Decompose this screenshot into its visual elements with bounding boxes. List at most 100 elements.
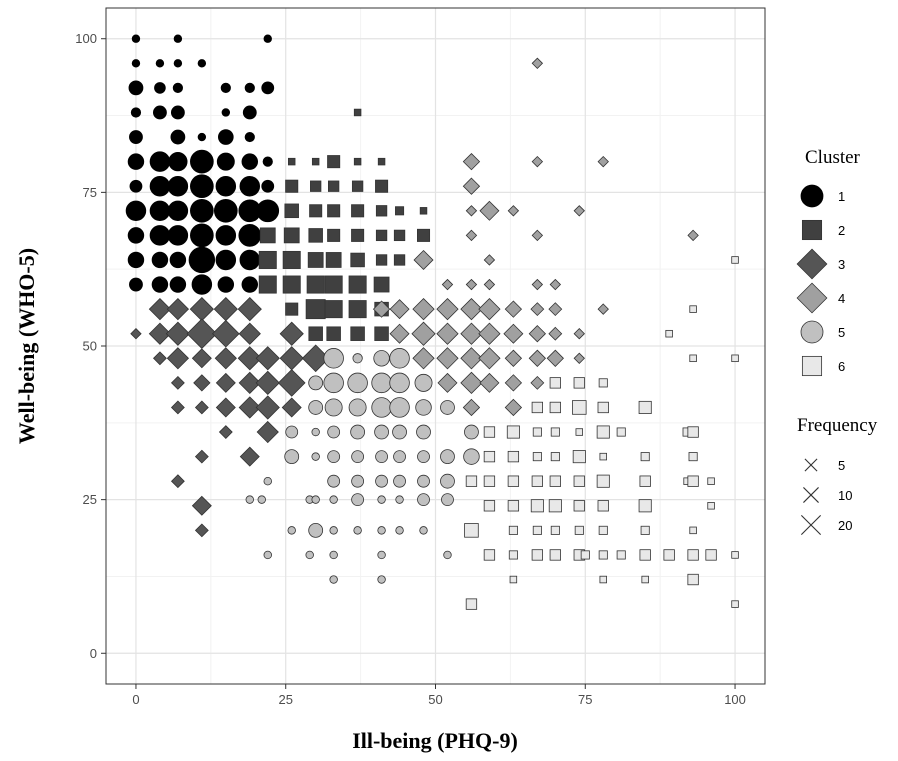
data-point — [129, 179, 143, 193]
data-point — [353, 108, 362, 117]
data-point — [597, 303, 609, 315]
data-point — [687, 229, 699, 242]
data-point — [504, 300, 523, 318]
data-point — [483, 426, 496, 438]
data-point — [393, 254, 406, 266]
data-point — [238, 371, 261, 394]
data-point — [324, 300, 343, 319]
data-point — [237, 297, 262, 322]
legend-item-label: 6 — [838, 359, 845, 374]
data-point — [311, 495, 320, 504]
data-point — [436, 322, 459, 345]
data-point — [372, 300, 391, 318]
data-point — [528, 349, 547, 367]
data-point — [155, 59, 165, 68]
data-point — [216, 152, 235, 171]
data-point — [351, 450, 365, 464]
data-point — [170, 400, 185, 415]
data-point — [308, 375, 324, 391]
data-point — [599, 575, 607, 584]
data-point — [188, 246, 216, 274]
data-point — [239, 446, 260, 467]
data-point — [350, 326, 365, 341]
data-point — [191, 348, 212, 369]
data-point — [550, 525, 560, 535]
data-point — [215, 249, 237, 271]
data-point — [640, 525, 650, 535]
data-point — [419, 207, 428, 215]
data-point — [483, 500, 496, 512]
data-point — [436, 298, 459, 321]
data-point — [148, 322, 172, 345]
data-point — [169, 251, 187, 269]
data-point — [507, 450, 520, 463]
data-point — [412, 298, 435, 321]
data-point — [377, 575, 386, 584]
legend-item-frequency-20: 20 — [800, 514, 852, 536]
data-point — [377, 526, 386, 535]
x-tick-label: 0 — [132, 692, 139, 707]
data-point — [460, 298, 483, 321]
data-point — [127, 251, 145, 269]
data-point — [283, 227, 300, 244]
data-point — [689, 354, 697, 363]
data-point — [263, 34, 272, 43]
data-point — [242, 105, 257, 120]
data-point — [483, 549, 496, 561]
data-point — [255, 346, 280, 371]
y-tick-label: 50 — [83, 339, 97, 354]
data-point — [530, 499, 544, 513]
data-point — [351, 180, 364, 192]
data-point — [374, 424, 389, 440]
y-axis-label: Well-being (WHO-5) — [14, 248, 39, 444]
data-point — [599, 452, 607, 461]
data-point — [197, 59, 207, 68]
data-point — [131, 59, 141, 68]
data-point — [371, 397, 392, 418]
data-point — [440, 449, 455, 465]
data-point — [483, 450, 496, 463]
data-point — [329, 575, 338, 584]
legend-item-cluster-6: 6 — [801, 355, 845, 377]
data-point — [393, 229, 406, 242]
legend-key-diamond — [796, 248, 828, 280]
data-point — [549, 278, 562, 291]
data-point — [215, 397, 236, 418]
data-point — [167, 225, 189, 246]
data-point — [572, 450, 586, 464]
data-point — [327, 155, 341, 169]
legend-cluster-title: Cluster — [805, 147, 861, 168]
data-point — [413, 249, 434, 270]
data-point — [707, 502, 715, 510]
data-point — [375, 450, 388, 464]
data-point — [307, 252, 324, 268]
data-point — [215, 225, 237, 246]
data-point — [190, 223, 214, 248]
data-point — [131, 34, 141, 43]
legend-item-frequency-10: 10 — [803, 487, 852, 503]
series-cluster-5 — [245, 348, 480, 584]
data-point — [214, 347, 237, 370]
data-point — [504, 398, 523, 417]
data-point — [596, 474, 610, 488]
data-point — [598, 525, 608, 535]
data-point — [244, 131, 255, 143]
data-point — [573, 475, 585, 487]
legend-item-cluster-1: 1 — [800, 184, 845, 208]
data-point — [329, 495, 338, 504]
data-point — [261, 179, 275, 193]
data-point — [478, 347, 501, 370]
data-point — [465, 205, 478, 217]
legend-item-label: 5 — [838, 458, 845, 473]
data-point — [417, 228, 431, 242]
data-point — [395, 206, 405, 216]
legend-key-cross — [800, 514, 822, 536]
data-point — [377, 550, 386, 560]
data-point — [465, 475, 478, 487]
data-point — [149, 151, 171, 172]
data-point — [130, 107, 142, 118]
data-point — [548, 499, 562, 513]
data-point — [532, 525, 542, 535]
data-point — [255, 395, 280, 420]
